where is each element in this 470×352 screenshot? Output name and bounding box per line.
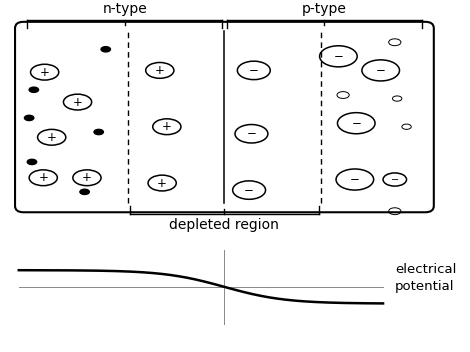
Text: −: − bbox=[376, 64, 386, 77]
Ellipse shape bbox=[29, 87, 39, 92]
Text: +: + bbox=[155, 64, 165, 77]
Ellipse shape bbox=[80, 189, 89, 194]
Text: +: + bbox=[82, 171, 92, 184]
Text: −: − bbox=[249, 64, 259, 77]
Text: −: − bbox=[246, 127, 257, 140]
Text: +: + bbox=[47, 131, 57, 144]
Text: +: + bbox=[39, 66, 50, 78]
Ellipse shape bbox=[24, 115, 34, 120]
Text: −: − bbox=[391, 175, 399, 184]
Text: −: − bbox=[351, 117, 361, 130]
Text: −: − bbox=[333, 50, 344, 63]
FancyBboxPatch shape bbox=[15, 22, 434, 212]
Ellipse shape bbox=[101, 47, 110, 52]
Text: n-type: n-type bbox=[102, 2, 147, 16]
Text: depleted region: depleted region bbox=[170, 218, 279, 232]
Text: +: + bbox=[38, 171, 48, 184]
Text: p-type: p-type bbox=[302, 2, 346, 16]
Text: electrical
potential: electrical potential bbox=[395, 263, 456, 293]
Ellipse shape bbox=[27, 159, 37, 164]
Text: +: + bbox=[157, 177, 167, 189]
Text: −: − bbox=[350, 173, 360, 186]
Ellipse shape bbox=[94, 130, 103, 134]
Text: −: − bbox=[244, 184, 254, 196]
Text: +: + bbox=[162, 120, 172, 133]
Text: +: + bbox=[72, 96, 83, 108]
